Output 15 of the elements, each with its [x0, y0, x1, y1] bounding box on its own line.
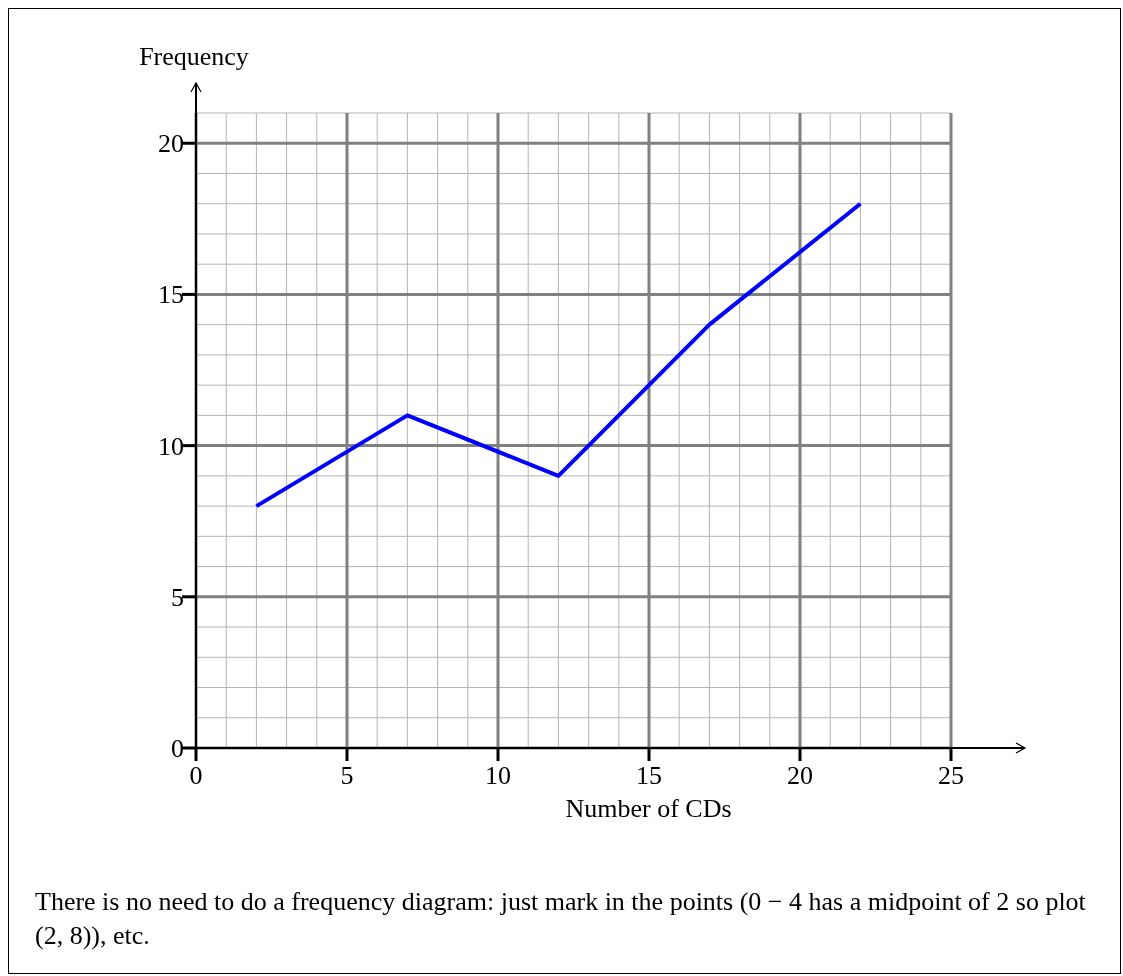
y-axis-title: Frequency — [139, 42, 249, 71]
y-tick-label: 0 — [171, 734, 184, 763]
y-tick-label: 10 — [158, 431, 184, 461]
text: There is no need to do a frequency diagram: just mark in the points (0 − 4 has a midpoint of 2 so plot (2, 8)), etc. — [35, 886, 1087, 952]
x-tick-label: 10 — [485, 761, 511, 790]
x-tick-label: 0 — [189, 761, 203, 790]
x-tick-label: 5 — [340, 761, 354, 790]
x-tick-label: 25 — [938, 761, 964, 790]
x-tick-label: 15 — [636, 761, 662, 790]
y-tick-label: 15 — [158, 280, 184, 310]
y-tick-label: 20 — [158, 129, 184, 159]
line-series — [254, 201, 863, 509]
y-tick-label: 5 — [171, 582, 184, 612]
x-axis-title: Number of CDs — [565, 794, 732, 823]
x-tick-label: 20 — [787, 761, 813, 790]
